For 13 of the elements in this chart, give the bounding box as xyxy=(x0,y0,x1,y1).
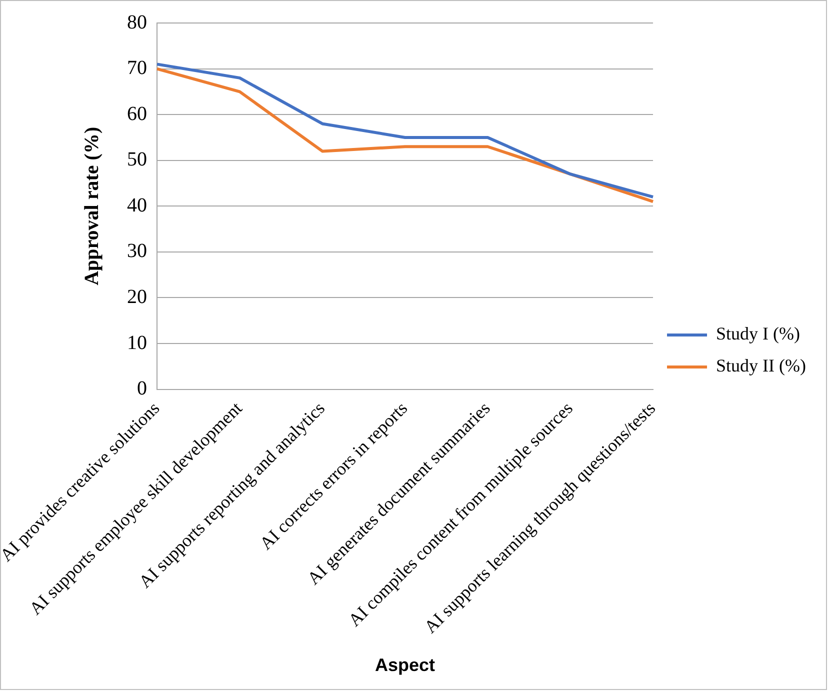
y-tick-label: 20 xyxy=(127,286,148,308)
y-tick-label: 30 xyxy=(127,240,148,262)
y-tick-label: 40 xyxy=(127,194,148,216)
legend-label: Study II (%) xyxy=(716,356,806,376)
y-tick-label: 0 xyxy=(137,378,148,400)
y-tick-label: 50 xyxy=(127,148,148,171)
legend-label: Study I (%) xyxy=(716,324,800,344)
y-tick-label: 80 xyxy=(127,11,148,34)
y-tick-label: 10 xyxy=(127,332,148,354)
y-tick-label: 70 xyxy=(127,57,148,80)
y-tick-label: 60 xyxy=(127,102,148,125)
x-axis-title: Aspect xyxy=(375,655,436,676)
y-axis-title: Approval rate (%) xyxy=(81,126,104,286)
